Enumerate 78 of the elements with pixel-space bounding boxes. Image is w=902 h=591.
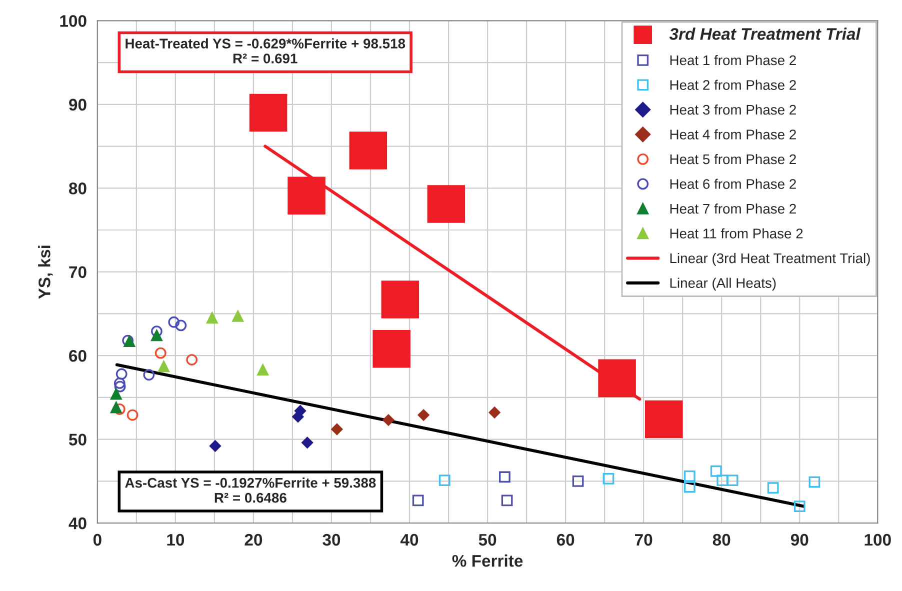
point (499, 471, 510, 483)
point (644, 400, 683, 438)
point (175, 320, 187, 332)
legend-label: Linear (3rd Heat Treatment Trial) (670, 252, 870, 266)
legend-label: Heat 6 from Phase 2 (670, 178, 796, 189)
point (257, 364, 269, 376)
point (206, 312, 218, 324)
point (381, 280, 420, 318)
x-tick-label: 30 (322, 534, 340, 546)
point (412, 494, 424, 506)
y-tick-label: 100 (60, 15, 86, 27)
legend-label: Heat 7 from Phase 2 (670, 203, 796, 214)
y-tick-label: 70 (69, 266, 86, 278)
x-tick-label: 40 (400, 534, 418, 546)
x-tick-label: 90 (790, 534, 808, 546)
y-tick-label: 80 (68, 182, 86, 194)
legend-label: Heat 3 from Phase 2 (670, 104, 796, 115)
point (186, 354, 198, 366)
x-tick-label: 10 (167, 534, 184, 546)
point (110, 402, 122, 414)
point (794, 500, 806, 512)
point (598, 359, 636, 398)
x-tick-label: 50 (478, 534, 496, 546)
x-tick-label: 100 (864, 534, 891, 546)
point (438, 474, 450, 486)
y-tick-label: 90 (69, 98, 86, 111)
point (501, 494, 513, 506)
point (808, 476, 820, 488)
y-tick-label: 60 (69, 350, 86, 362)
point (427, 185, 466, 223)
point (151, 326, 162, 337)
point (154, 347, 166, 359)
legend-label: Heat 1 from Phase 2 (670, 54, 796, 66)
x-tick-label: 0 (93, 534, 102, 546)
point (143, 369, 155, 381)
point (168, 316, 180, 328)
point (151, 330, 162, 342)
point (114, 380, 126, 392)
legend-label: Heat 5 from Phase 2 (670, 154, 796, 164)
x-axis-title: % Ferrite (452, 554, 523, 567)
point (716, 474, 728, 486)
point (114, 378, 126, 389)
x-tick-label: 60 (556, 534, 574, 546)
point (249, 94, 288, 132)
point (382, 414, 394, 426)
point (331, 424, 343, 436)
point (126, 409, 138, 421)
legend-label: Heat 2 from Phase 2 (670, 80, 796, 90)
x-tick-label: 80 (712, 534, 730, 546)
point (602, 472, 614, 484)
point (684, 481, 696, 493)
x-tick-label: 70 (635, 534, 652, 546)
legend-label: Heat 11 from Phase 2 (670, 228, 803, 238)
y-tick-label: 40 (68, 517, 86, 530)
annotation: Heat-Treated YS = -0.629*%Ferrite + 98.518 R² = 0.691 (126, 38, 406, 64)
point (726, 474, 738, 486)
point (288, 176, 326, 215)
point (418, 409, 430, 421)
point (232, 310, 244, 322)
point (488, 406, 500, 418)
point (158, 360, 170, 372)
point (767, 482, 779, 494)
point (372, 330, 410, 368)
legend-label: Linear (All Heats) (670, 278, 776, 291)
x-tick-label: 20 (244, 534, 262, 546)
point (302, 436, 314, 448)
point (684, 470, 696, 482)
legend-label: Heat 4 from Phase 2 (670, 129, 796, 140)
y-tick-label: 50 (68, 434, 86, 446)
legend-label: 3rd Heat Treatment Trial (669, 28, 861, 40)
annotation: As-Cast YS = -0.1927%Ferrite + 59.388 R² = 0.6486 (125, 478, 376, 503)
point (710, 465, 722, 477)
point (110, 388, 122, 400)
point (349, 132, 388, 170)
point (116, 368, 128, 380)
point (209, 440, 221, 452)
point (572, 475, 584, 487)
y-axis-title: YS, ksi (38, 246, 53, 299)
